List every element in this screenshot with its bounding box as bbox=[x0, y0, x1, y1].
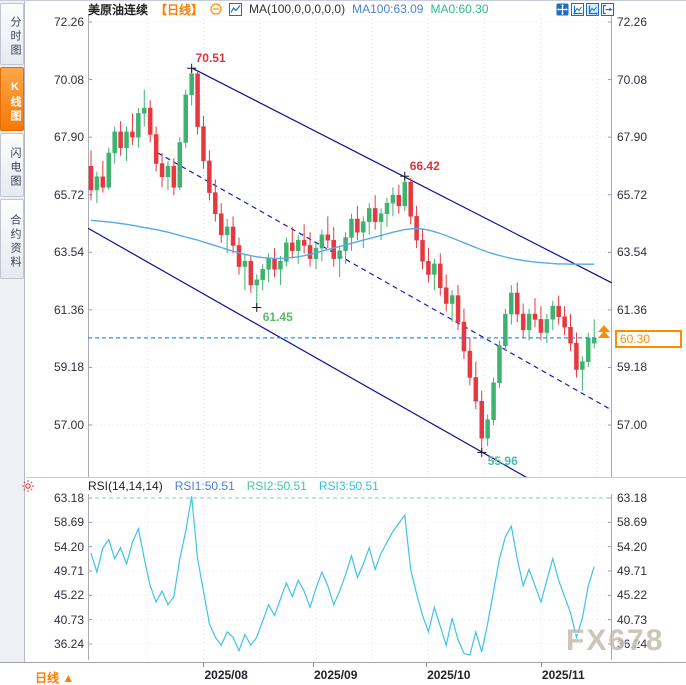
shift-right-icon[interactable] bbox=[601, 3, 614, 16]
rsi-params: RSI(14,14,14) bbox=[88, 479, 163, 493]
price-axis-label: 59.18 bbox=[617, 360, 648, 375]
bottom-bar: 日线 ▲ 2025/08 2025/09 2025/10 2025/11 bbox=[0, 662, 686, 685]
price-axis-label: 67.90 bbox=[53, 130, 84, 145]
rsi-axis-label: 63.18 bbox=[617, 491, 648, 505]
rsi-axis-label: 36.24 bbox=[53, 637, 84, 651]
chart-toolbar bbox=[556, 3, 614, 16]
rsi-axis-label: 40.73 bbox=[617, 612, 648, 627]
period-label: 【日线】 bbox=[155, 2, 204, 17]
rsi-axis-label: 58.69 bbox=[53, 515, 84, 530]
price-axis-label: 61.36 bbox=[617, 302, 648, 317]
rsi3-value: RSI3:50.51 bbox=[318, 479, 379, 493]
symbol-title: 美原油连续 bbox=[88, 2, 149, 17]
price-annotation: 55.96 bbox=[487, 454, 518, 469]
rsi-axis-label: 58.69 bbox=[617, 515, 648, 530]
ma100-value: MA100:63.09 bbox=[352, 2, 424, 16]
x-axis-tick bbox=[540, 663, 542, 667]
sidebar-tab-3[interactable]: 闪电图 bbox=[0, 133, 24, 197]
rsi-chart-canvas[interactable] bbox=[88, 494, 612, 660]
sidebar: 分时图 K线图 闪电图 合约资料 bbox=[0, 1, 25, 685]
price-axis-label: 67.90 bbox=[617, 130, 648, 145]
price-axis-label: 63.54 bbox=[617, 245, 648, 260]
rsi-axis-label: 45.22 bbox=[53, 588, 84, 603]
price-axis-label: 59.18 bbox=[53, 360, 84, 375]
price-annotation: 70.51 bbox=[195, 51, 226, 66]
price-axis-label: 72.26 bbox=[617, 15, 648, 29]
price-axis-label: 70.08 bbox=[617, 72, 648, 87]
indicator-icon[interactable] bbox=[229, 2, 243, 16]
price-annotation: 61.45 bbox=[262, 310, 293, 325]
price-axis-label: 57.00 bbox=[617, 418, 648, 432]
fit-vertical-icon[interactable] bbox=[586, 3, 599, 16]
rsi-axis-label: 54.20 bbox=[53, 539, 84, 554]
indicator-params: MA(100,0,0,0,0,0) bbox=[249, 2, 346, 16]
price-axis-label: 65.72 bbox=[53, 187, 84, 202]
x-axis-label: 2025/09 bbox=[314, 668, 358, 682]
current-price-tag: 60.30 bbox=[615, 330, 682, 348]
price-axis-label: 65.72 bbox=[617, 187, 648, 202]
indicator-settings-sun-icon[interactable] bbox=[21, 479, 35, 493]
collapse-icon[interactable] bbox=[210, 3, 222, 15]
x-axis-label: 2025/10 bbox=[427, 668, 471, 682]
fit-horizontal-icon[interactable] bbox=[571, 3, 584, 16]
x-axis-label: 2025/11 bbox=[541, 668, 585, 682]
price-axis-label: 57.00 bbox=[53, 418, 84, 432]
current-price-value: 60.30 bbox=[620, 332, 651, 346]
rsi-header: RSI(14,14,14) RSI1:50.51 RSI2:50.51 RSI3… bbox=[88, 479, 379, 493]
x-axis-label: 2025/08 bbox=[204, 668, 248, 682]
sidebar-tab-4[interactable]: 合约资料 bbox=[0, 199, 24, 279]
watermark: FX678 bbox=[566, 624, 665, 657]
price-axis-label: 63.54 bbox=[53, 245, 84, 260]
ma0-value: MA0:60.30 bbox=[430, 2, 489, 16]
price-annotation: 66.42 bbox=[409, 159, 440, 174]
x-axis-tick bbox=[203, 663, 205, 667]
pan-icon[interactable] bbox=[556, 3, 569, 16]
price-axis-label: 72.26 bbox=[53, 15, 84, 29]
rsi1-value: RSI1:50.51 bbox=[174, 479, 235, 493]
rsi-axis-label: 49.71 bbox=[617, 564, 648, 578]
period-selector-tab[interactable]: 日线 ▲ bbox=[35, 671, 75, 685]
pane-separator bbox=[26, 477, 686, 478]
price-axis-label: 70.08 bbox=[53, 72, 84, 87]
rsi-axis-label: 36.24 bbox=[617, 637, 648, 651]
chart-header: 美原油连续 【日线】 MA(100,0,0,0,0,0) MA100:63.09… bbox=[88, 2, 489, 17]
rsi-axis-label: 63.18 bbox=[53, 491, 84, 505]
sidebar-tab-2[interactable]: K线图 bbox=[0, 67, 24, 131]
price-axis-label: 61.36 bbox=[53, 302, 84, 317]
rsi-axis-label: 45.22 bbox=[617, 588, 648, 603]
rsi-axis-label: 54.20 bbox=[617, 539, 648, 554]
rsi-axis-label: 40.73 bbox=[53, 612, 84, 627]
x-axis-tick bbox=[313, 663, 314, 667]
rsi-axis-label: 49.71 bbox=[53, 564, 84, 578]
price-chart-canvas[interactable] bbox=[88, 15, 612, 477]
sidebar-tab-1[interactable]: 分时图 bbox=[0, 3, 24, 65]
x-axis-tick bbox=[426, 663, 428, 667]
rsi2-value: RSI2:50.51 bbox=[246, 479, 307, 493]
